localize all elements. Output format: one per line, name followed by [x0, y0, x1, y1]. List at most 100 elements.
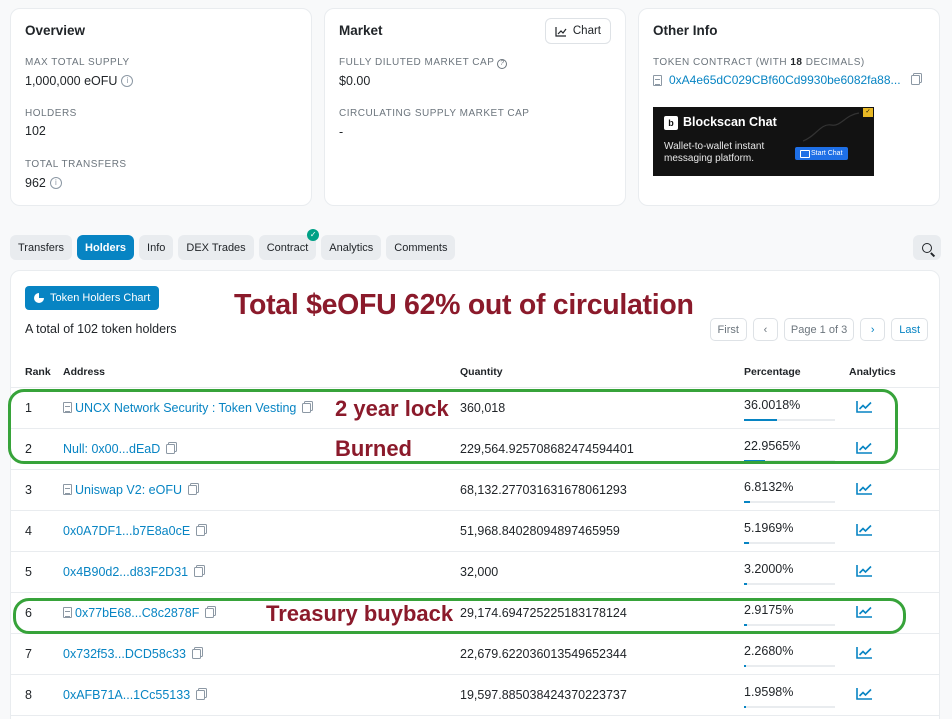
tab-comments[interactable]: Comments — [386, 235, 456, 260]
address-cell: Null: 0x00...dEaD — [63, 442, 176, 456]
analytics-button[interactable] — [856, 687, 873, 703]
holders-value: 102 — [25, 124, 46, 138]
chart-icon — [555, 26, 567, 37]
percentage-bar — [744, 706, 835, 708]
analytics-button[interactable] — [856, 646, 873, 662]
address-link[interactable]: UNCX Network Security : Token Vesting — [75, 401, 297, 415]
percentage-cell: 2.2680% — [744, 644, 794, 658]
table-row: 1 UNCX Network Security : Token Vesting 36… — [11, 388, 939, 429]
tab-contract[interactable]: Contract ✓ — [258, 229, 320, 260]
address-link[interactable]: 0x732f53...DCD58c33 — [63, 647, 186, 661]
max-supply-label: MAX TOTAL SUPPLY — [25, 57, 130, 68]
info-icon[interactable]: i — [49, 177, 62, 189]
tab-holders[interactable]: Holders — [77, 235, 135, 260]
address-link[interactable]: 0xAFB71A...1Cc55133 — [63, 688, 191, 702]
contract-decimals: 18 — [790, 57, 803, 68]
last-page-button[interactable]: Last — [891, 318, 928, 341]
percentage-cell: 2.9175% — [744, 603, 794, 617]
annotation-treasury: Treasury buyback — [266, 601, 454, 626]
total-holders-text: A total of 102 token holders — [25, 322, 177, 336]
analytics-button[interactable] — [856, 605, 873, 621]
quantity-cell: 22,679.622036013549652344 — [460, 647, 627, 661]
percentage-cell: 22.9565% — [744, 439, 801, 453]
info-icon[interactable]: i — [121, 75, 134, 87]
rank-cell: 5 — [25, 565, 32, 579]
transfers-value: 962 — [25, 176, 46, 190]
tab-transfers[interactable]: Transfers — [10, 235, 73, 260]
start-chat-button[interactable]: Start Chat — [795, 147, 848, 160]
rank-cell: 3 — [25, 483, 32, 497]
address-link[interactable]: 0x4B90d2...d83F2D31 — [63, 565, 189, 579]
table-row: 3 Uniswap V2: eOFU 68,132.2770316316780612… — [11, 470, 939, 511]
table-row: 5 0x4B90d2...d83F2D31 32,000 3.2000% — [11, 552, 939, 593]
quantity-cell: 32,000 — [460, 565, 499, 579]
rank-cell: 4 — [25, 524, 32, 538]
trend-chart-icon — [856, 401, 872, 413]
trend-chart-icon — [856, 442, 872, 454]
analytics-button[interactable] — [856, 523, 873, 539]
col-percentage: Percentage — [744, 366, 801, 378]
pagination: First ‹ Page 1 of 3 › Last — [709, 318, 928, 341]
col-analytics: Analytics — [849, 366, 896, 378]
percentage-bar — [744, 624, 835, 626]
copy-icon[interactable] — [205, 608, 215, 618]
other-info-title: Other Info — [653, 23, 718, 38]
address-link[interactable]: Uniswap V2: eOFU — [75, 483, 182, 497]
fdmc-label: FULLY DILUTED MARKET CAP? — [339, 57, 508, 69]
pie-chart-icon — [34, 293, 44, 303]
address-link[interactable]: 0x0A7DF1...b7E8a0cE — [63, 524, 191, 538]
contract-label-suffix: DECIMALS) — [802, 57, 865, 68]
address-cell: 0x4B90d2...d83F2D31 — [63, 565, 204, 579]
contract-icon — [653, 74, 662, 86]
contract-icon — [63, 402, 72, 413]
percentage-cell: 1.9598% — [744, 685, 794, 699]
token-holders-chart-button[interactable]: Token Holders Chart — [25, 286, 160, 310]
address-link[interactable]: 0x77bE68...C8c2878F — [75, 606, 200, 620]
csmc-value: - — [339, 125, 344, 139]
fdmc-label-text: FULLY DILUTED MARKET CAP — [339, 57, 495, 68]
analytics-button[interactable] — [856, 441, 873, 457]
tab-bar: Transfers Holders Info DEX Trades Contra… — [10, 229, 456, 260]
copy-icon[interactable] — [196, 690, 206, 700]
quantity-cell: 68,132.277031631678061293 — [460, 483, 627, 497]
copy-icon[interactable] — [166, 444, 176, 454]
analytics-button[interactable] — [856, 564, 873, 580]
percentage-cell: 3.2000% — [744, 562, 794, 576]
percentage-bar — [744, 419, 835, 421]
tab-dex-trades[interactable]: DEX Trades — [178, 235, 254, 260]
contract-address-link[interactable]: 0xA4e65dC029CBf60Cd9930be6082fa88... — [669, 73, 901, 87]
trend-chart-icon — [856, 688, 872, 700]
tab-info[interactable]: Info — [139, 235, 174, 260]
copy-icon[interactable] — [192, 649, 201, 659]
copy-icon[interactable] — [302, 403, 312, 413]
address-cell: Uniswap V2: eOFU — [63, 483, 197, 497]
holders-label: HOLDERS — [25, 108, 77, 119]
annotation-headline: Total $eOFU 62% out of circulation — [234, 289, 694, 321]
blockscan-chat-ad[interactable]: b Blockscan Chat Wallet-to-wallet instan… — [653, 107, 874, 176]
address-cell: 0x0A7DF1...b7E8a0cE — [63, 524, 206, 538]
rank-cell: 7 — [25, 647, 32, 661]
copy-icon[interactable] — [910, 75, 920, 85]
address-cell: 0x732f53...DCD58c33 — [63, 647, 201, 661]
search-button[interactable] — [913, 235, 941, 260]
overview-card: Overview MAX TOTAL SUPPLY 1,000,000 eOFU… — [10, 8, 312, 206]
question-icon[interactable]: ? — [497, 59, 508, 69]
overview-title: Overview — [25, 23, 86, 38]
market-card: Market Chart FULLY DILUTED MARKET CAP? $… — [324, 8, 626, 206]
analytics-button[interactable] — [856, 482, 873, 498]
table-header: Rank Address Quantity Percentage Analyti… — [11, 356, 939, 388]
highlight-lock-burned — [8, 389, 898, 464]
copy-icon[interactable] — [187, 485, 197, 495]
contract-label: TOKEN CONTRACT (WITH 18 DECIMALS) — [653, 57, 865, 68]
analytics-button[interactable] — [856, 400, 873, 416]
prev-page-button[interactable]: ‹ — [752, 318, 778, 341]
tab-analytics[interactable]: Analytics — [321, 235, 382, 260]
trend-chart-icon — [856, 606, 872, 618]
first-page-button[interactable]: First — [709, 318, 747, 341]
other-info-card: Other Info TOKEN CONTRACT (WITH 18 DECIM… — [638, 8, 940, 206]
next-page-button[interactable]: › — [860, 318, 886, 341]
copy-icon[interactable] — [196, 526, 206, 536]
copy-icon[interactable] — [194, 567, 204, 577]
address-link[interactable]: Null: 0x00...dEaD — [63, 442, 161, 456]
market-chart-button[interactable]: Chart — [544, 18, 611, 44]
